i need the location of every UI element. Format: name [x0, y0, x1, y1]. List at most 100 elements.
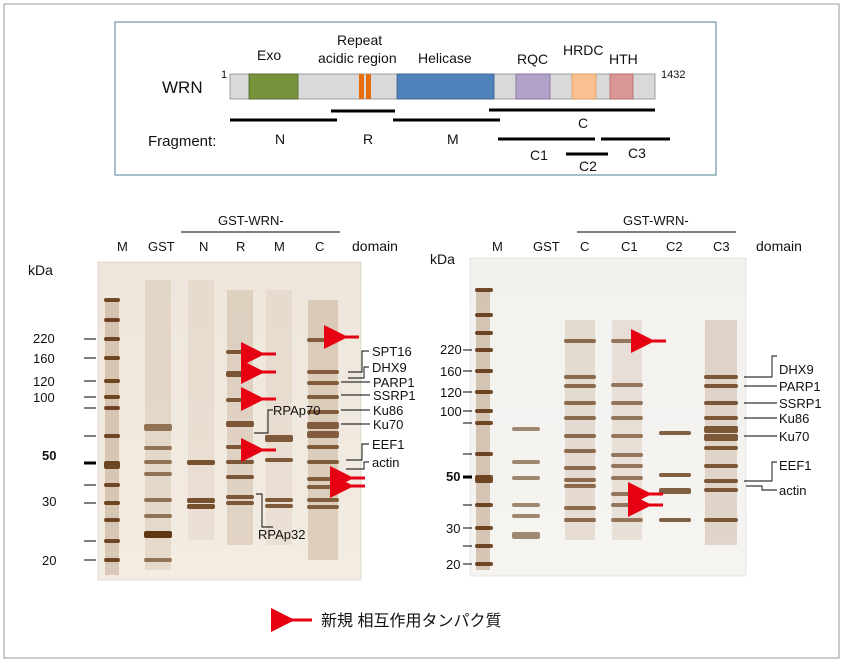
gel-band	[104, 406, 120, 410]
left-domain-label: domain	[352, 238, 398, 254]
gel-band	[307, 485, 339, 489]
gel-band	[564, 478, 596, 482]
left-protein-eef1: EEF1	[372, 437, 405, 452]
domain-schematic: WRN 1 1432 Exo Repeat acidic region Heli…	[114, 21, 717, 176]
gel-band	[307, 422, 339, 429]
gel-band	[564, 466, 596, 470]
gel-band	[144, 472, 172, 476]
gel-smear	[565, 320, 595, 540]
gel-band	[704, 434, 738, 441]
gel-band	[475, 331, 493, 335]
left-marker-120: 120	[33, 374, 55, 389]
gel-band	[611, 416, 643, 420]
gel-band	[265, 435, 293, 442]
gel-band	[187, 504, 215, 509]
right-lane-c1: C1	[621, 239, 638, 254]
gel-band	[611, 518, 643, 522]
fragment-label-c1: C1	[530, 147, 548, 163]
left-lane-gst: GST	[148, 239, 175, 254]
right-gel-image	[469, 257, 747, 577]
right-marker-30: 30	[446, 521, 460, 536]
gel-band	[475, 288, 493, 292]
gel-band	[475, 409, 493, 413]
right-marker-120: 120	[440, 385, 462, 400]
right-protein-ku86: Ku86	[779, 411, 809, 426]
gel-band	[104, 558, 120, 562]
left-marker-100: 100	[33, 390, 55, 405]
gel-band	[564, 518, 596, 522]
gel-band	[512, 503, 540, 507]
gel-band	[307, 505, 339, 509]
gel-band	[512, 427, 540, 431]
fragment-label-c2: C2	[579, 158, 597, 174]
fragment-title: Fragment:	[148, 133, 216, 150]
right-leader-lines	[744, 355, 777, 491]
gel-band	[475, 313, 493, 317]
fragment-label-c: C	[578, 115, 588, 131]
gel-band	[475, 503, 493, 507]
gel-band	[307, 370, 339, 374]
gel-band	[104, 379, 120, 383]
domain-exo	[248, 73, 299, 100]
left-marker-30: 30	[42, 494, 56, 509]
gel-smear	[188, 280, 214, 540]
gel-smear	[266, 290, 292, 545]
right-marker-20: 20	[446, 557, 460, 572]
gel-band	[659, 518, 691, 522]
gel-band	[226, 460, 254, 464]
gel-band	[475, 390, 493, 394]
gel-band	[659, 473, 691, 477]
gel-band	[475, 562, 493, 566]
gel-smear	[227, 290, 253, 545]
gel-band	[104, 539, 120, 543]
legend-text: 新規 相互作用タンパク質	[321, 612, 501, 630]
right-protein-actin: actin	[779, 483, 806, 498]
start-residue: 1	[221, 69, 227, 81]
right-marker-50: 50	[446, 469, 460, 484]
gel-band	[226, 421, 254, 427]
gel-band	[144, 531, 172, 538]
gel-band	[564, 434, 596, 438]
gel-band	[564, 401, 596, 405]
left-protein-rpap32: RPAp32	[258, 527, 305, 542]
gel-band	[512, 514, 540, 518]
gel-band	[512, 476, 540, 480]
right-lane-gst: GST	[533, 239, 560, 254]
gel-band	[307, 338, 339, 342]
left-lane-r: R	[236, 239, 245, 254]
gel-band	[659, 431, 691, 435]
legend: 新規 相互作用タンパク質	[271, 608, 501, 632]
right-protein-ku70: Ku70	[779, 429, 809, 444]
gel-band	[611, 453, 643, 457]
domain-label-helicase: Helicase	[418, 50, 472, 66]
right-marker-ticks	[463, 349, 472, 565]
gel-band	[144, 424, 172, 431]
gel-band	[611, 401, 643, 405]
domain-helicase	[396, 73, 495, 100]
gel-band	[704, 518, 738, 522]
left-protein-parp1: PARP1	[373, 375, 415, 390]
right-domain-label: domain	[756, 238, 802, 254]
gel-band	[226, 445, 254, 449]
right-protein-ssrp1: SSRP1	[779, 396, 822, 411]
gel-band	[611, 503, 643, 507]
left-lane-m: M	[117, 239, 128, 254]
gel-band	[307, 410, 339, 414]
fragment-label-m: M	[447, 131, 459, 147]
right-lane-c3: C3	[713, 239, 730, 254]
left-novel-arrows	[241, 325, 365, 498]
gel-band	[226, 495, 254, 499]
gel-band	[611, 464, 643, 468]
domain-acidic-1	[359, 74, 364, 99]
domain-label-repeat: Repeat	[337, 32, 382, 48]
domain-acidic-2	[366, 74, 371, 99]
left-gel-panel: GST-WRN- M GST N R M C domain kDa 220 16…	[28, 213, 416, 581]
right-gel-panel: GST-WRN- M GST C C1 C2 C3 domain kDa 220…	[430, 213, 822, 577]
gel-band	[704, 446, 738, 450]
left-protein-ssrp1: SSRP1	[373, 388, 416, 403]
left-marker-ticks	[84, 338, 96, 561]
right-protein-parp1: PARP1	[779, 379, 821, 394]
gel-band	[265, 498, 293, 502]
gel-band	[307, 381, 339, 385]
fragment-label-c3: C3	[628, 145, 646, 161]
